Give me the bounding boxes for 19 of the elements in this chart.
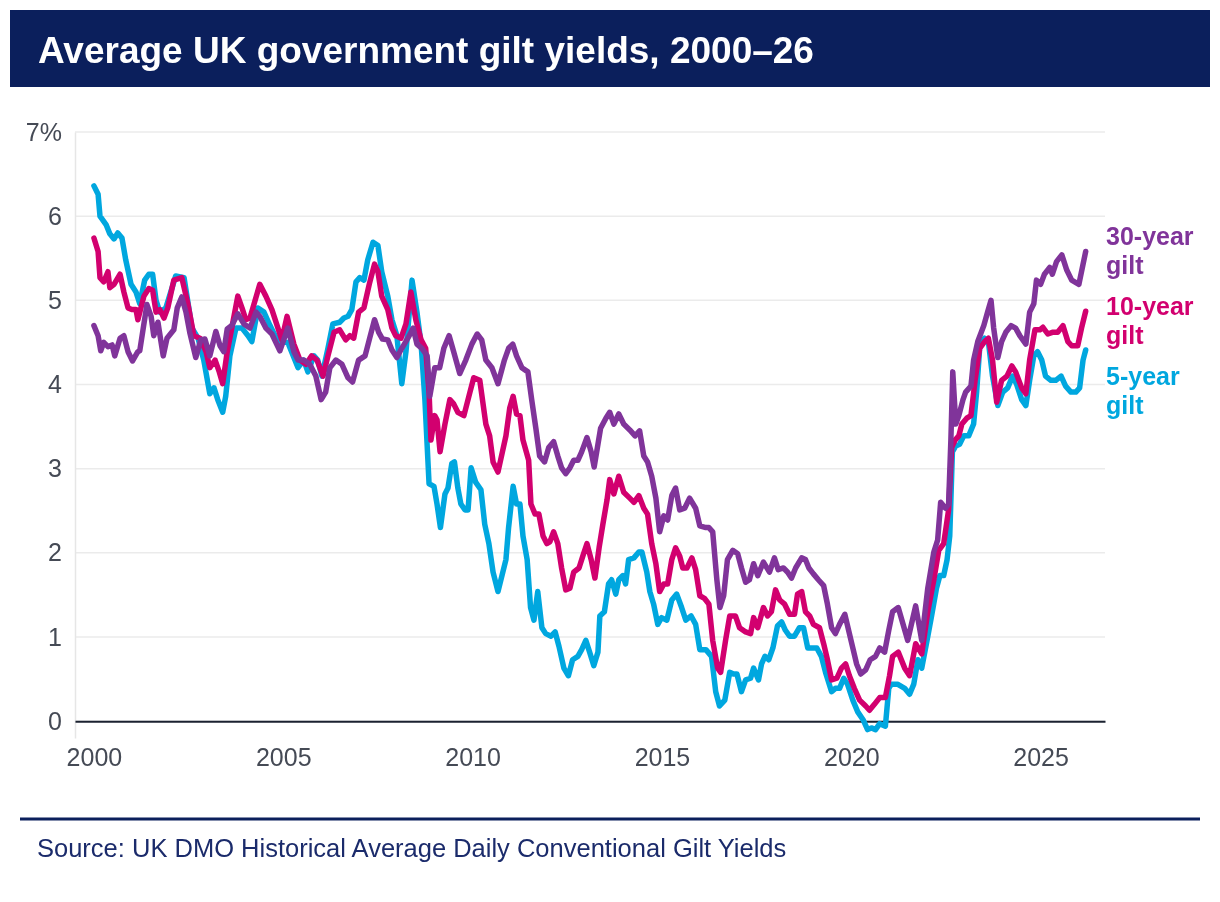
- x-tick-label: 2015: [634, 742, 691, 771]
- x-tick-label: 2020: [823, 742, 880, 771]
- x-tick-label: 2000: [66, 742, 123, 771]
- series-label: 30-year gilt: [1106, 222, 1194, 280]
- y-tick-label: 0: [48, 706, 62, 735]
- x-tick-label: 2010: [445, 742, 501, 771]
- y-tick-label: 6: [48, 201, 62, 230]
- y-tick-label: 2: [48, 538, 62, 567]
- y-tick-label: 1: [48, 622, 62, 651]
- x-tick-label: 2005: [255, 742, 312, 771]
- x-tick-label: 2025: [1013, 742, 1069, 771]
- y-tick-label: 5: [48, 285, 62, 314]
- chart-title: Average UK government gilt yields, 2000–26: [38, 30, 814, 71]
- series-label: 10-year gilt: [1106, 292, 1194, 350]
- y-tick-label: 3: [48, 454, 62, 483]
- source-note: Source: UK DMO Historical Average Daily Conventional Gilt Yields: [37, 834, 787, 862]
- series-label: 5-year gilt: [1106, 362, 1180, 420]
- y-tick-label: 7%: [25, 117, 62, 146]
- y-tick-label: 4: [48, 370, 63, 398]
